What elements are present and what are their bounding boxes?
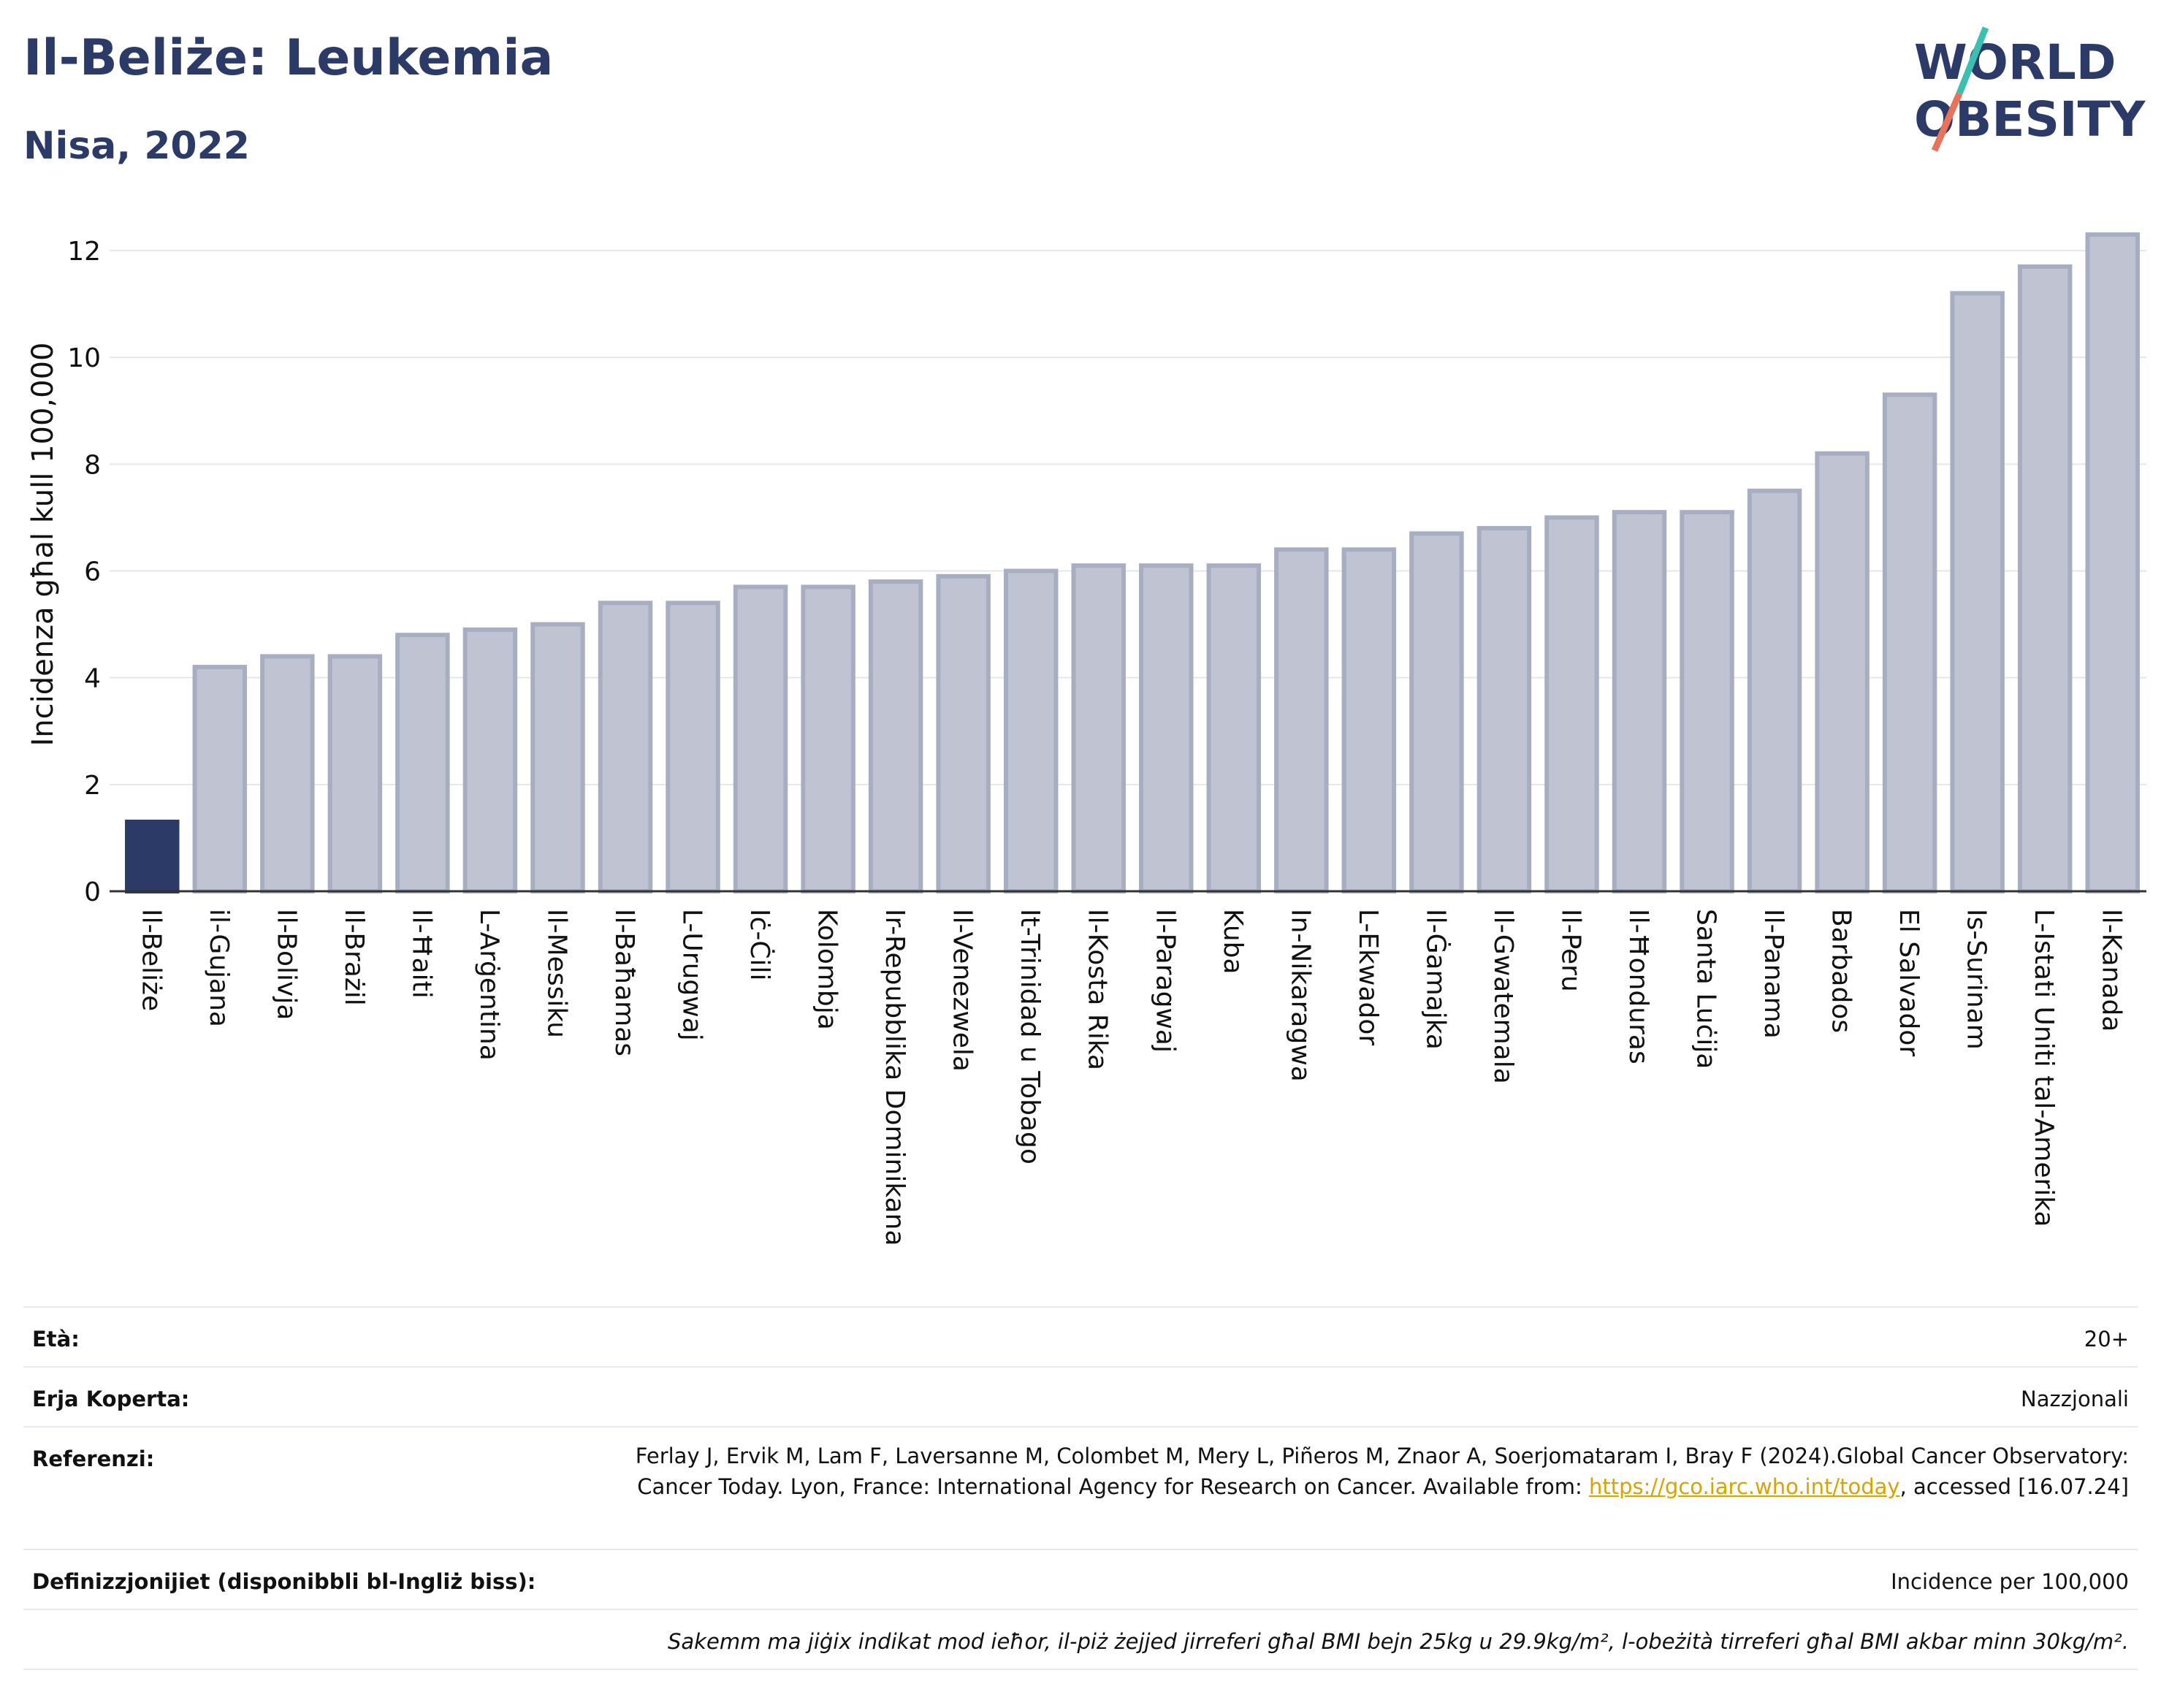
bar [1476, 526, 1532, 893]
bar [1341, 547, 1397, 893]
info-row-area: Erja Koperta: Nazzjonali [23, 1366, 2138, 1426]
bar [1409, 531, 1464, 893]
bar [1747, 488, 1802, 893]
bars [125, 232, 2140, 894]
bar [936, 573, 991, 894]
definitions-label: Definizzjonijiet (disponibbli bl-Ingliż … [32, 1569, 536, 1594]
bar [666, 601, 720, 893]
logo-slash-teal [1956, 26, 1989, 95]
info-row-note: Sakemm ma jiġix indikat mod ieħor, il-pi… [23, 1609, 2138, 1669]
x-tick-label: Is-Surinam [1962, 909, 1992, 1050]
x-tick-label: It-Trinidad u Tobago [1015, 909, 1045, 1164]
info-row-definitions: Definizzjonijiet (disponibbli bl-Ingliż … [23, 1549, 2138, 1609]
x-tick-label: il-Gujana [204, 909, 234, 1027]
area-value: Nazzjonali [2021, 1387, 2129, 1411]
x-tick-label: Il-Venezwela [948, 909, 977, 1072]
x-tick-label: El Salvador [1894, 909, 1924, 1056]
x-tick-label: Il-Panama [1758, 909, 1788, 1039]
logo-slash-red [1931, 92, 1963, 152]
grid-lines [110, 250, 2146, 785]
bar [395, 633, 450, 893]
bar [530, 622, 585, 893]
bar [125, 819, 180, 894]
references-text: Ferlay J, Ervik M, Lam F, Laversanne M, … [635, 1444, 2129, 1499]
x-tick-label: Il-Ħonduras [1623, 909, 1653, 1064]
x-tick-label: Ir-Repubblika Dominikana [880, 909, 910, 1246]
bar [2085, 232, 2140, 893]
x-tick-label: Iċ-Ċili [744, 909, 775, 981]
y-axis-label: Incidenza għal kull 100,000 [26, 343, 60, 747]
references-accessed: , accessed [16.07.24] [1899, 1474, 2129, 1499]
y-tick-label: 2 [84, 771, 101, 801]
bar [1071, 563, 1126, 893]
x-tick-label: L-Ekwador [1353, 909, 1383, 1045]
info-row-age: Età: 20+ [23, 1306, 2138, 1366]
bar [733, 584, 788, 893]
x-tick-label: Il-Gwatemala [1488, 909, 1518, 1084]
bar [1274, 547, 1329, 893]
bar [598, 601, 653, 893]
world-obesity-logo: WORLD OBESITY [1914, 26, 2146, 152]
bar [2017, 264, 2073, 893]
references-label: Referenzi: [32, 1446, 155, 1471]
definitions-value: Incidence per 100,000 [1891, 1569, 2129, 1594]
x-tick-label: L-Istati Uniti tal-Amerika [2029, 909, 2059, 1227]
y-tick-label: 12 [67, 237, 101, 267]
x-tick-labels: Il-Beliże il-Gujana Il-Bolivja Il-Brażil Il-… [136, 909, 2126, 1246]
bar [462, 627, 518, 893]
bar [1003, 568, 1059, 893]
bar [192, 665, 248, 893]
x-tick-label: L-Urugwaj [677, 909, 707, 1041]
x-tick-label: Il-Baħamas [609, 909, 639, 1056]
info-table: Età: 20+ Erja Koperta: Nazzjonali Refere… [23, 1306, 2138, 1670]
x-tick-label: Il-Beliże [136, 909, 166, 1011]
y-tick-label: 8 [84, 450, 101, 480]
bar [1612, 510, 1667, 893]
y-tick-label: 0 [84, 877, 101, 907]
bar [1680, 510, 1734, 893]
x-tick-label: Il-Kosta Rika [1083, 909, 1113, 1070]
y-tick-label: 10 [67, 343, 101, 373]
bar [801, 584, 855, 893]
chart-subtitle: Nisa, 2022 [23, 124, 250, 168]
x-tick-label: In-Nikaragwa [1285, 909, 1315, 1082]
x-tick-label: L-Arġentina [474, 909, 504, 1061]
y-tick-label: 6 [84, 557, 101, 587]
info-row-references: Referenzi: Ferlay J, Ervik M, Lam F, Lav… [23, 1426, 2138, 1549]
x-tick-label: Il-Messiku [541, 909, 571, 1038]
bar [1815, 451, 1870, 893]
references-value: Ferlay J, Ervik M, Lam F, Laversanne M, … [631, 1441, 2129, 1549]
x-tick-label: Kolombja [812, 909, 842, 1030]
x-tick-label: Il-Paragwaj [1150, 909, 1180, 1053]
age-label: Età: [32, 1327, 80, 1351]
bar [868, 579, 923, 893]
area-label: Erja Koperta: [32, 1387, 190, 1411]
x-tick-label: Il-Bolivja [271, 909, 301, 1020]
x-tick-label: Kuba [1218, 909, 1248, 975]
x-tick-label: Il-Ġamajka [1420, 909, 1451, 1050]
footnote: Sakemm ma jiġix indikat mod ieħor, il-pi… [668, 1629, 2129, 1654]
y-tick-label: 4 [84, 664, 101, 694]
x-tick-label: Il-Peru [1555, 909, 1585, 992]
logo-text-world: WORLD [1914, 34, 2116, 91]
references-link[interactable]: https://gco.iarc.who.int/today [1588, 1474, 1900, 1499]
chart-title: Il-Beliże: Leukemia [23, 29, 554, 87]
bar [1882, 392, 1937, 893]
y-tick-labels: 0 2 4 6 8 10 12 [67, 237, 101, 907]
x-tick-label: Il-Ħaiti [406, 909, 436, 999]
age-value: 20+ [2084, 1327, 2129, 1351]
bar [1139, 563, 1194, 893]
x-tick-label: Santa Luċija [1691, 909, 1721, 1069]
bar [1950, 291, 2005, 893]
x-tick-label: Barbados [1826, 909, 1856, 1033]
bottom-rule [23, 1669, 2138, 1670]
bar [327, 654, 383, 894]
bar [1206, 563, 1262, 893]
x-tick-label: Il-Kanada [2097, 909, 2127, 1032]
x-tick-label: Il-Brażil [339, 909, 369, 1006]
bar [260, 654, 315, 894]
bar [1544, 515, 1599, 894]
